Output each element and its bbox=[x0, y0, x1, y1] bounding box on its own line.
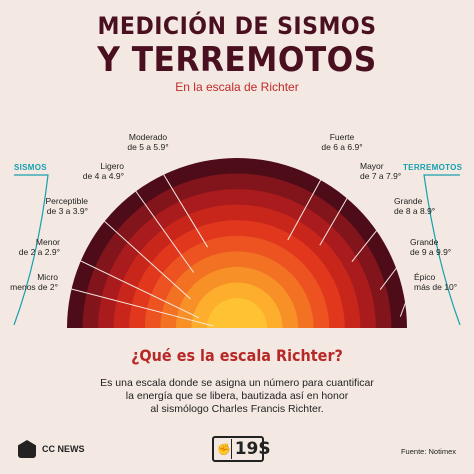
level-label-micro: Micro menos de 2° bbox=[10, 272, 58, 292]
level-name: Grande bbox=[410, 237, 439, 247]
level-range: de 5 a 5.9° bbox=[127, 142, 169, 152]
fist-icon: ✊ bbox=[217, 439, 232, 459]
level-name: Fuerte bbox=[329, 132, 355, 142]
level-range: de 7 a 7.9° bbox=[360, 171, 402, 181]
logo-text: CC NEWS bbox=[42, 444, 85, 454]
leader-line-6 bbox=[319, 175, 361, 246]
level-label-epico: Épico más de 10° bbox=[414, 272, 457, 292]
level-label-moderado: Moderado de 5 a 5.9° bbox=[118, 132, 178, 152]
level-label-ligero: Ligero de 4 a 4.9° bbox=[83, 161, 124, 181]
badge-text: 19S bbox=[234, 439, 271, 459]
title-line-2: Y TERREMOTOS bbox=[97, 40, 377, 80]
question-heading: ¿Qué es la escala Richter? bbox=[131, 346, 343, 365]
level-name: Micro bbox=[37, 272, 58, 282]
terremotos-bracket bbox=[423, 174, 461, 326]
level-range: más de 10° bbox=[414, 282, 458, 292]
level-name: Moderado bbox=[128, 132, 168, 142]
level-range: de 2 a 2.9° bbox=[18, 247, 60, 257]
description-line: la energía que se libera, bautizada así … bbox=[125, 390, 349, 402]
level-range: menos de 2° bbox=[10, 282, 58, 292]
level-range: de 6 a 6.9° bbox=[321, 142, 363, 152]
level-label-grande-9: Grande de 9 a 9.9° bbox=[410, 237, 451, 257]
level-label-grande-8: Grande de 8 a 8.9° bbox=[394, 196, 435, 216]
title-line-1: MEDICIÓN DE SISMOS bbox=[97, 12, 377, 40]
sismos-bracket bbox=[13, 174, 49, 326]
band-0 bbox=[207, 298, 267, 328]
leader-line-4 bbox=[149, 151, 209, 248]
19s-badge: ✊ 19S bbox=[212, 436, 271, 462]
description-line: Es una escala donde se asigna un número … bbox=[100, 377, 374, 389]
leader-line-8 bbox=[379, 249, 411, 290]
level-name: Mayor bbox=[360, 161, 384, 171]
level-range: de 3 a 3.9° bbox=[46, 206, 88, 216]
terremotos-tag: TERREMOTOS bbox=[403, 163, 463, 172]
level-name: Grande bbox=[394, 196, 423, 206]
level-name: Menor bbox=[35, 237, 60, 247]
level-name: Perceptible bbox=[45, 196, 88, 206]
sismos-tag: SISMOS bbox=[14, 163, 47, 172]
leader-line-9 bbox=[399, 284, 413, 317]
leader-line-7 bbox=[351, 209, 394, 262]
level-label-mayor: Mayor de 7 a 7.9° bbox=[360, 161, 401, 181]
description-line: al sismólogo Charles Francis Richter. bbox=[150, 403, 324, 415]
level-label-menor: Menor de 2 a 2.9° bbox=[19, 237, 60, 257]
leader-line-0 bbox=[55, 284, 214, 327]
subtitle: En la escala de Richter bbox=[175, 80, 299, 94]
leader-line-3 bbox=[124, 175, 195, 273]
level-range: de 4 a 4.9° bbox=[82, 171, 124, 181]
leader-line-2 bbox=[91, 209, 191, 300]
level-label-fuerte: Fuerte de 6 a 6.9° bbox=[312, 132, 372, 152]
leader-line-1 bbox=[57, 249, 200, 319]
description: Es una escala donde se asigna un número … bbox=[60, 377, 414, 416]
level-name: Ligero bbox=[100, 161, 124, 171]
cc-news-logo: CC NEWS bbox=[18, 440, 85, 458]
source-note: Fuente: Notimex bbox=[400, 447, 456, 456]
level-range: de 9 a 9.9° bbox=[410, 247, 452, 257]
house-icon bbox=[18, 440, 36, 458]
level-range: de 8 a 8.9° bbox=[394, 206, 436, 216]
level-label-perceptible: Perceptible de 3 a 3.9° bbox=[45, 196, 88, 216]
leader-line-5 bbox=[287, 151, 337, 241]
level-name: Épico bbox=[414, 272, 436, 282]
